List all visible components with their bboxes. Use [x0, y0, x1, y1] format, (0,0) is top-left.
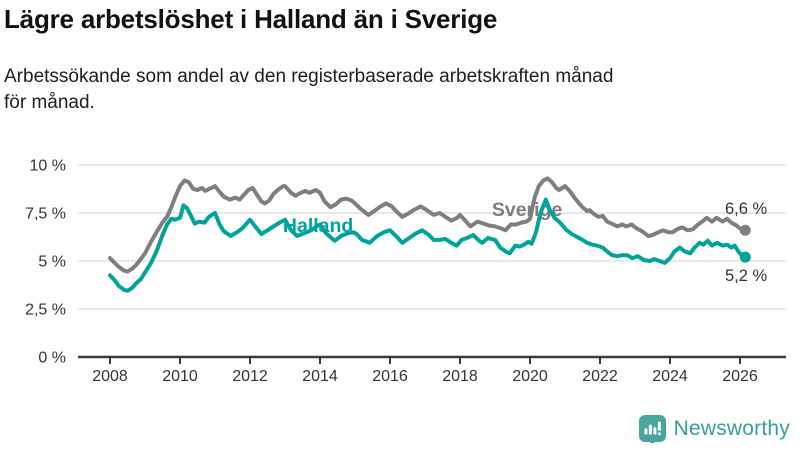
x-tick-label: 2008 [92, 368, 128, 385]
series-end-value-halland: 5,2 % [725, 267, 768, 285]
x-tick-label: 2012 [232, 368, 268, 385]
x-tick-label: 2026 [722, 368, 758, 385]
x-tick-label: 2014 [302, 368, 338, 385]
newsworthy-logo[interactable]: Newsworthy [638, 413, 790, 445]
y-tick-label: 2,5 % [25, 302, 66, 319]
series-end-value-sverige: 6,6 % [725, 200, 768, 218]
chart-subtitle-line1: Arbetssökande som andel av den registerb… [4, 66, 614, 87]
chart-subtitle: Arbetssökande som andel av den registerb… [4, 64, 784, 116]
x-tick-label: 2016 [372, 368, 408, 385]
newsworthy-icon [638, 415, 666, 444]
series-end-dot-sverige [739, 224, 751, 236]
y-tick-label: 10 % [30, 158, 66, 175]
x-tick-label: 2022 [582, 368, 618, 385]
series-end-dot-halland [739, 251, 751, 263]
y-tick-label: 0 % [38, 350, 66, 367]
y-tick-label: 5 % [38, 254, 66, 271]
x-tick-label: 2024 [652, 368, 688, 385]
chart-title: Lägre arbetslöshet i Halland än i Sverig… [4, 4, 498, 34]
chart-subtitle-line2: för månad. [4, 92, 95, 114]
x-tick-label: 2010 [162, 368, 198, 385]
y-tick-label: 7,5 % [25, 206, 66, 223]
newsworthy-wordmark: Newsworthy [673, 417, 790, 440]
line-chart: 0 % 2,5 % 5 % 7,5 % 10 % 2008 2010 2012 2014 2016… [0, 148, 800, 400]
series-label-halland: Halland [283, 215, 353, 237]
series-line-sverige [108, 176, 748, 274]
x-tick-label: 2020 [512, 368, 548, 385]
x-tick-label: 2018 [442, 368, 478, 385]
series-line-halland [108, 197, 748, 293]
line-chart-svg: 0 % 2,5 % 5 % 7,5 % 10 % 2008 2010 2012 2014 2016… [25, 158, 786, 385]
